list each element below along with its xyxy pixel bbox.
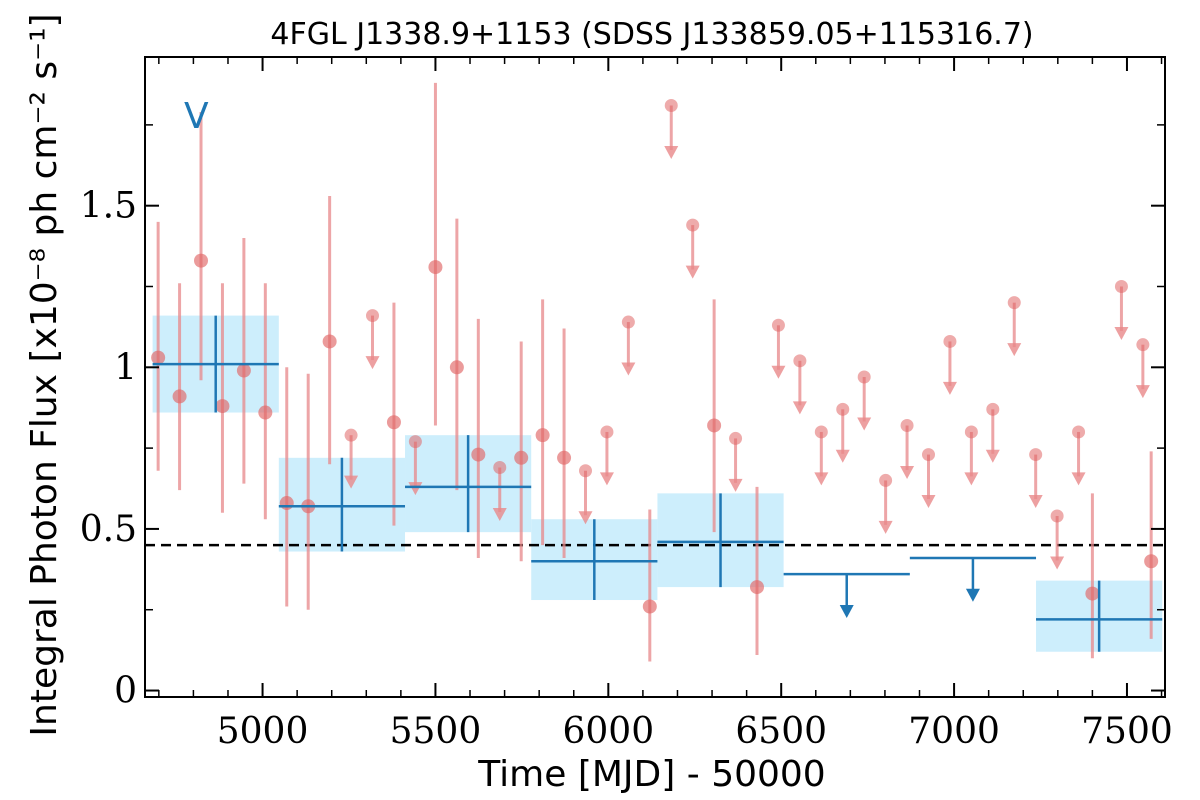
monthly-upper-limit-point — [600, 425, 614, 439]
monthly-flux-point — [707, 418, 722, 433]
monthly-upper-limit-arrowhead — [599, 472, 614, 486]
y-tick-label: 1 — [114, 347, 137, 388]
x-axis-title: Time [MJD] - 50000 — [477, 754, 825, 795]
monthly-upper-limit-point — [729, 431, 743, 445]
monthly-upper-limit-arrowhead — [771, 365, 786, 379]
monthly-flux-point — [428, 260, 443, 275]
monthly-flux-point — [172, 389, 187, 404]
monthly-upper-limit-point — [1050, 509, 1064, 523]
monthly-flux-point — [449, 360, 464, 375]
monthly-flux-point — [471, 447, 486, 462]
monthly-upper-limit-arrowhead — [365, 356, 380, 370]
monthly-flux-point — [236, 363, 251, 378]
monthly-upper-limit-point — [879, 473, 893, 487]
monthly-upper-limit-arrowhead — [728, 478, 743, 492]
monthly-upper-limit-arrowhead — [814, 472, 829, 486]
x-tick-label: 7500 — [1081, 711, 1173, 752]
monthly-upper-limit-point — [493, 461, 507, 475]
monthly-upper-limit-point — [943, 334, 957, 348]
monthly-flux-point — [322, 334, 337, 349]
monthly-upper-limit-point — [836, 402, 850, 416]
axes: 5000 5500 6000 6500 7000 7500 0 0.5 1 1.5 — [80, 56, 1173, 752]
monthly-upper-limit-point — [1072, 425, 1086, 439]
monthly-upper-limit-arrowhead — [1071, 472, 1086, 486]
monthly-upper-limit-arrowhead — [942, 381, 957, 395]
monthly-flux-point — [642, 599, 657, 614]
monthly-flux-point — [386, 415, 401, 430]
monthly-upper-limit-point — [408, 435, 422, 449]
monthly-upper-limit-point — [814, 425, 828, 439]
monthly-upper-limit-arrowhead — [685, 265, 700, 279]
monthly-flux-point — [279, 496, 294, 511]
x-tick-label: 7000 — [908, 711, 1000, 752]
monthly-flux-point — [194, 253, 209, 268]
monthly-flux-point — [535, 428, 550, 443]
monthly-upper-limit-point — [900, 418, 914, 432]
monthly-flux-point — [514, 450, 529, 465]
monthly-upper-limit-point — [921, 448, 935, 462]
monthly-flux-point — [1144, 554, 1159, 569]
monthly-upper-limit-arrowhead — [921, 495, 936, 509]
monthly-upper-limit-point — [793, 354, 807, 368]
monthly-upper-limit-arrowhead — [408, 482, 423, 496]
monthly-upper-limit-point — [579, 464, 593, 478]
monthly-flux-point — [1085, 586, 1100, 601]
y-tick-label: 1.5 — [80, 186, 137, 227]
monthly-upper-limit-point — [366, 309, 380, 323]
y-axis-title: Integral Photon Flux [x10⁻⁸ ph cm⁻² s⁻¹] — [24, 13, 65, 736]
monthly-flux-point — [258, 405, 273, 420]
monthly-upper-limit-arrowhead — [857, 417, 872, 431]
y-tick-label: 0.5 — [80, 509, 137, 550]
y-tick-label: 0 — [114, 671, 137, 712]
monthly-upper-limit-arrowhead — [492, 507, 507, 521]
monthly-flux-point — [750, 580, 764, 595]
monthly-upper-limit-arrowhead — [835, 449, 850, 463]
monthly-upper-limit-arrowhead — [878, 520, 893, 534]
corner-label: V — [184, 96, 209, 137]
monthly-upper-limit-point — [1029, 448, 1043, 462]
monthly-upper-limit-arrowhead — [344, 475, 359, 489]
monthly-upper-limit-arrowhead — [792, 401, 807, 415]
monthly-upper-limit-point — [986, 402, 1000, 416]
x-tick-label: 5000 — [217, 711, 309, 752]
plot-area — [145, 82, 1165, 662]
monthly-flux-point — [215, 399, 230, 414]
monthly-upper-limit-point — [964, 425, 978, 439]
monthly-upper-limit-arrowhead — [1028, 495, 1043, 509]
monthly-upper-limit-arrowhead — [964, 472, 979, 486]
yearly-upper-limit-arrowhead — [839, 604, 854, 618]
monthly-upper-limit-point — [621, 315, 635, 329]
x-tick-label: 5500 — [390, 711, 482, 752]
monthly-upper-limit-arrowhead — [664, 145, 679, 159]
monthly-upper-limit-arrowhead — [1114, 326, 1129, 340]
monthly-upper-limit-point — [1114, 279, 1128, 293]
monthly-upper-limit-arrowhead — [1007, 343, 1022, 357]
monthly-flux-point — [557, 450, 572, 465]
x-tick-label: 6500 — [735, 711, 827, 752]
yearly-upper-limit-arrowhead — [965, 588, 980, 602]
monthly-upper-limit-point — [771, 318, 785, 332]
monthly-upper-limit-arrowhead — [1135, 385, 1150, 399]
monthly-upper-limit-arrowhead — [985, 449, 1000, 463]
monthly-upper-limit-arrowhead — [1050, 556, 1065, 570]
monthly-upper-limit-arrowhead — [621, 362, 636, 376]
monthly-upper-limit-arrowhead — [578, 511, 593, 525]
monthly-upper-limit-arrowhead — [900, 465, 915, 479]
monthly-upper-limit-point — [1007, 296, 1021, 310]
monthly-flux-point — [151, 350, 166, 365]
monthly-upper-limit-point — [344, 428, 358, 442]
monthly-upper-limit-point — [1136, 338, 1150, 352]
monthly-upper-limit-point — [857, 370, 871, 384]
monthly-upper-limit-point — [664, 98, 678, 112]
chart-title: 4FGL J1338.9+1153 (SDSS J133859.05+11531… — [270, 17, 1033, 52]
plot-frame — [144, 56, 1166, 698]
x-tick-label: 6000 — [563, 711, 655, 752]
monthly-upper-limit-point — [686, 218, 700, 232]
